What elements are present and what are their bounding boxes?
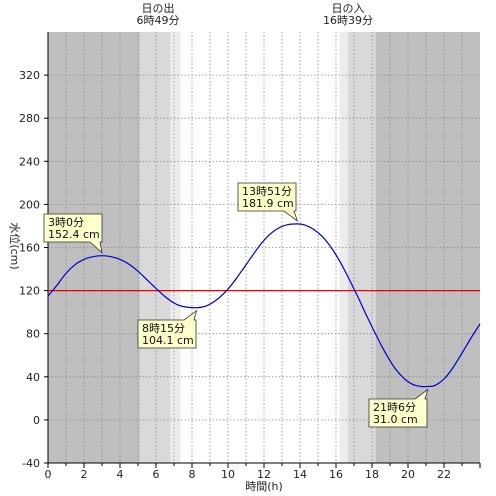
x-tick-label: 6	[153, 468, 160, 481]
annotation-box	[43, 213, 103, 254]
annotation-value: 104.1 cm	[142, 334, 194, 347]
y-tick-label: 240	[19, 155, 40, 168]
x-tick-label: 14	[293, 468, 307, 481]
y-tick-label: 200	[19, 198, 40, 211]
y-tick-label: 0	[33, 414, 40, 427]
annotation-time: 3時0分	[48, 216, 84, 229]
dawn-band	[170, 32, 181, 463]
annotation-value: 181.9 cm	[242, 197, 294, 210]
y-tick-label: 160	[19, 242, 40, 255]
x-tick-label: 18	[365, 468, 379, 481]
x-tick-label: 20	[401, 468, 415, 481]
series-layer	[47, 223, 481, 388]
annotation-time: 8時15分	[142, 322, 185, 335]
y-tick-label: 280	[19, 112, 40, 125]
x-tick-label: 0	[45, 468, 52, 481]
x-tick-label: 8	[189, 468, 196, 481]
axis-layer: -40 0 40 80 120 160 200 240 280 320 0 2 4 6 8 10 12 14 16 1…	[19, 32, 481, 481]
tide-curve	[47, 223, 481, 388]
annotation-box	[368, 388, 429, 428]
x-axis-label: 時間(h)	[245, 480, 283, 493]
y-tick-label: 40	[26, 371, 40, 384]
x-tick-label: 12	[257, 468, 271, 481]
sunrise-label: 日の出	[142, 1, 175, 15]
annotation-value: 152.4 cm	[48, 228, 100, 241]
x-tick-label: 10	[221, 468, 235, 481]
y-tick-label: -40	[22, 457, 40, 470]
annotation-time: 13時51分	[242, 185, 292, 198]
y-axis-label: 水位(cm)	[8, 222, 22, 269]
twilight-band-morning	[139, 32, 171, 463]
sunset-time: 16時39分	[323, 14, 373, 27]
x-tick-label: 2	[81, 468, 88, 481]
x-tick-label: 22	[437, 468, 451, 481]
night-band-evening	[375, 32, 480, 463]
background-layer	[48, 32, 480, 463]
dusk-band	[339, 32, 348, 463]
annotation-box	[237, 182, 299, 222]
annotation-time: 21時6分	[373, 401, 416, 414]
annotation-value: 31.0 cm	[373, 413, 418, 426]
annotation-box	[137, 309, 198, 349]
y-tick-label: 320	[19, 69, 40, 82]
sunset-label: 日の入	[332, 2, 365, 15]
y-tick-label: 80	[26, 328, 40, 341]
x-tick-label: 4	[117, 468, 124, 481]
y-tick-label: 120	[19, 285, 40, 298]
sunrise-time: 6時49分	[137, 14, 180, 27]
x-tick-label: 16	[329, 468, 343, 481]
